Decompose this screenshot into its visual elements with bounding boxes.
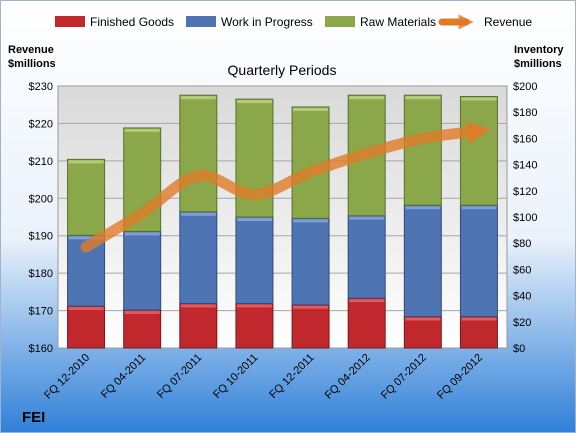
right-tick-label: $120	[513, 186, 537, 198]
bar-highlight-raw-materials	[124, 128, 160, 132]
legend: Finished Goods Work in Progress Raw Mate…	[55, 14, 532, 30]
bar-raw-materials	[179, 94, 218, 213]
bar-work-in-progress	[123, 230, 162, 311]
right-tick-label: $180	[513, 107, 537, 119]
legend-swatch-finished-goods	[55, 16, 85, 27]
right-tick-label: $40	[513, 291, 531, 303]
left-axis-ticks: $160 $170 $180 $190 $200 $210 $220 $230	[29, 81, 53, 355]
bar-finished-goods	[291, 304, 330, 349]
left-tick-label: $160	[29, 343, 53, 355]
bar-highlight-finished-goods	[293, 305, 329, 309]
bar-highlight-finished-goods	[349, 299, 385, 303]
left-axis-title-line-2: $millions	[8, 58, 56, 70]
left-tick-label: $210	[29, 156, 53, 168]
right-tick-label: $140	[513, 160, 537, 172]
bar-highlight-finished-goods	[236, 304, 272, 308]
legend-label-revenue: Revenue	[484, 15, 532, 29]
bar-highlight-raw-materials	[405, 96, 441, 100]
bar-highlight-raw-materials	[461, 97, 497, 101]
right-tick-label: $80	[513, 238, 531, 250]
right-tick-label: $100	[513, 212, 537, 224]
bar-highlight-work-in-progress	[236, 218, 272, 221]
left-tick-label: $230	[29, 81, 53, 93]
bar-highlight-work-in-progress	[293, 219, 329, 223]
legend-label-finished-goods: Finished Goods	[90, 15, 174, 29]
bar-finished-goods	[459, 316, 498, 349]
bar-work-in-progress	[235, 216, 274, 304]
left-tick-label: $170	[29, 306, 53, 318]
bar-highlight-raw-materials	[180, 96, 216, 100]
left-axis-title-line-1: Revenue	[8, 44, 54, 56]
left-tick-label: $220	[29, 118, 53, 130]
right-tick-label: $160	[513, 133, 537, 145]
bar-highlight-raw-materials	[293, 107, 329, 111]
right-tick-label: $20	[513, 317, 531, 329]
bar-highlight-raw-materials	[68, 160, 104, 164]
bar-work-in-progress	[403, 204, 442, 318]
bar-highlight-raw-materials	[236, 100, 272, 104]
bar-highlight-work-in-progress	[180, 212, 216, 216]
bar-highlight-finished-goods	[461, 317, 497, 321]
bar-highlight-finished-goods	[180, 304, 216, 308]
company-label: FEI	[22, 409, 45, 426]
right-tick-label: $60	[513, 264, 531, 276]
revenue-line-path	[80, 120, 491, 253]
bar-finished-goods	[123, 309, 162, 349]
legend-swatch-work-in-progress	[186, 16, 216, 27]
bar-highlight-work-in-progress	[68, 236, 104, 240]
bar-highlight-work-in-progress	[124, 232, 160, 236]
right-axis-title-line-2: $millions	[514, 58, 562, 70]
right-axis-ticks: $0 $20 $40 $60 $80 $100 $120 $140 $160 $180 $200	[513, 81, 537, 355]
legend-label-raw-materials: Raw Materials	[360, 15, 436, 29]
bar-highlight-finished-goods	[68, 307, 104, 311]
bar-highlight-finished-goods	[124, 311, 160, 315]
bar-finished-goods	[347, 297, 386, 349]
bar-raw-materials	[67, 158, 106, 236]
right-tick-label: $200	[513, 81, 537, 93]
bar-highlight-work-in-progress	[349, 216, 385, 220]
bar-finished-goods	[403, 316, 442, 349]
right-axis-title-line-1: Inventory	[514, 44, 564, 56]
left-tick-label: $200	[29, 193, 53, 205]
bar-highlight-work-in-progress	[405, 206, 441, 210]
legend-swatch-raw-materials	[325, 16, 355, 27]
bar-work-in-progress	[179, 211, 218, 304]
left-tick-label: $190	[29, 231, 53, 243]
bar-highlight-finished-goods	[405, 317, 441, 321]
bar-work-in-progress	[459, 204, 498, 318]
bar-work-in-progress	[291, 217, 330, 306]
right-tick-label: $0	[513, 343, 525, 355]
left-tick-label: $180	[29, 268, 53, 280]
bar-highlight-raw-materials	[349, 96, 385, 100]
legend-label-work-in-progress: Work in Progress	[221, 15, 313, 29]
bar-finished-goods	[235, 302, 274, 349]
revenue-line	[80, 120, 491, 253]
chart-subtitle: Quarterly Periods	[228, 62, 337, 78]
bar-raw-materials	[459, 95, 498, 206]
bar-raw-materials	[403, 94, 442, 206]
bar-finished-goods	[67, 305, 106, 349]
bar-work-in-progress	[347, 215, 386, 299]
bar-highlight-work-in-progress	[461, 206, 497, 210]
bar-finished-goods	[179, 302, 218, 349]
